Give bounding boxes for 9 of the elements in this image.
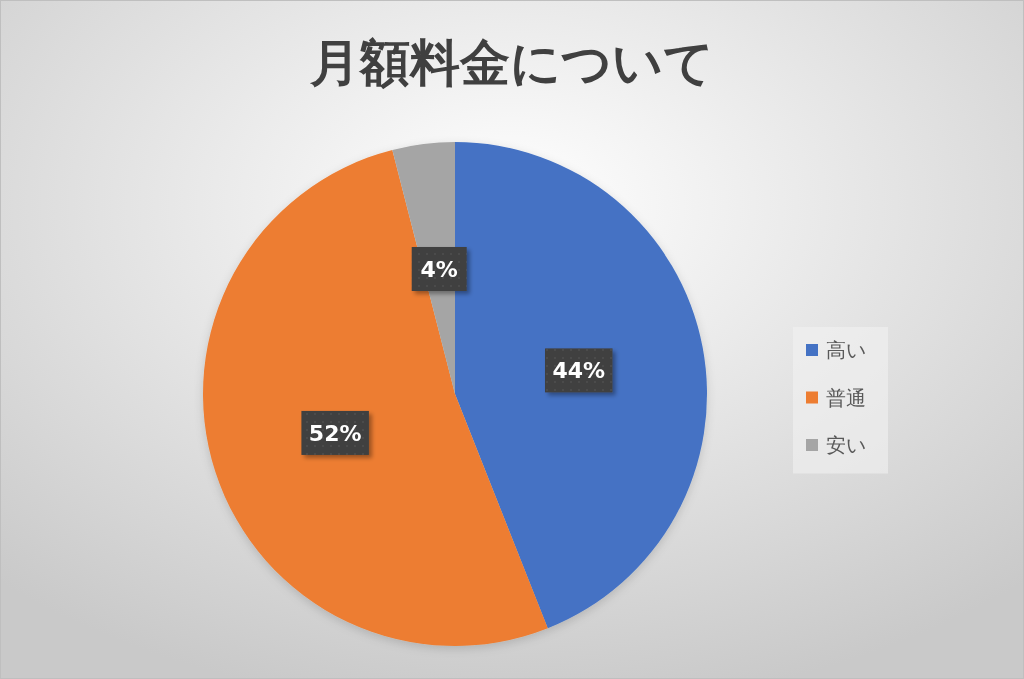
legend-label: 高い	[826, 338, 866, 362]
legend-label: 安い	[826, 433, 866, 457]
data-label: 44%	[552, 357, 606, 383]
data-label: 52%	[308, 420, 362, 446]
data-label: 4%	[420, 256, 458, 282]
chart-title: 月額料金について	[309, 34, 714, 92]
legend-label: 普通	[826, 385, 866, 410]
pie-slice	[455, 142, 707, 629]
pie-slice	[203, 149, 548, 646]
